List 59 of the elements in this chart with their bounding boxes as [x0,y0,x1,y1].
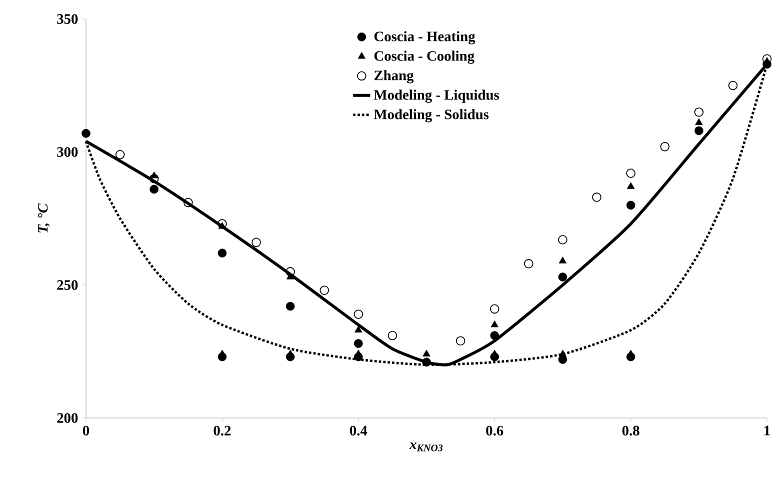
point [592,192,602,202]
point [660,142,670,152]
point [558,256,567,264]
point [626,168,636,178]
point [456,336,466,346]
point [354,310,364,319]
x-tick-label: 0 [82,426,90,436]
point [286,272,294,280]
point [286,267,295,276]
point [694,107,704,117]
x-axis-title: x$_{KNO3}$ [409,442,443,452]
point [695,118,703,126]
legend-label: Modeling - Liquidus [374,90,500,103]
x-tick-label: 0.8 [622,426,640,436]
point [82,128,90,138]
point [558,235,568,244]
point [558,355,568,364]
point [286,352,295,362]
point [490,331,499,340]
point [422,358,431,367]
point [115,150,125,160]
x-tick-label: 0.6 [486,426,504,436]
legend-label: Coscia - Heating [374,31,476,44]
point [218,219,227,228]
point [150,172,158,178]
y-tick-label: 250 [57,280,78,290]
point [558,272,568,282]
y-tick-label: 300 [57,147,78,157]
legend-label: Zhang [374,70,414,84]
point [354,339,363,348]
point [354,352,363,362]
point [728,80,738,90]
point [252,238,261,248]
point [388,330,398,340]
x-tick-label: 0.4 [350,426,368,436]
point [149,174,159,184]
x-tick-label: 1 [764,426,770,436]
point [490,304,500,314]
y-axis-title: T, °C [38,203,50,232]
point [422,350,430,356]
point [184,198,193,208]
point [524,259,534,268]
point [694,126,704,136]
point [150,184,158,194]
point [286,302,295,311]
legend-label: Modeling - Solidus [374,109,489,122]
y-tick-label: 200 [57,413,78,423]
x-tick-label: 0.2 [214,426,231,436]
legend-label: Coscia - Cooling [374,50,474,64]
point [354,326,362,333]
point [320,286,329,295]
point [490,320,498,328]
point [626,182,635,189]
point [626,200,636,210]
point [218,352,227,362]
point [218,248,227,258]
point [626,352,636,362]
point [490,352,499,362]
y-tick-label: 350 [57,14,78,24]
